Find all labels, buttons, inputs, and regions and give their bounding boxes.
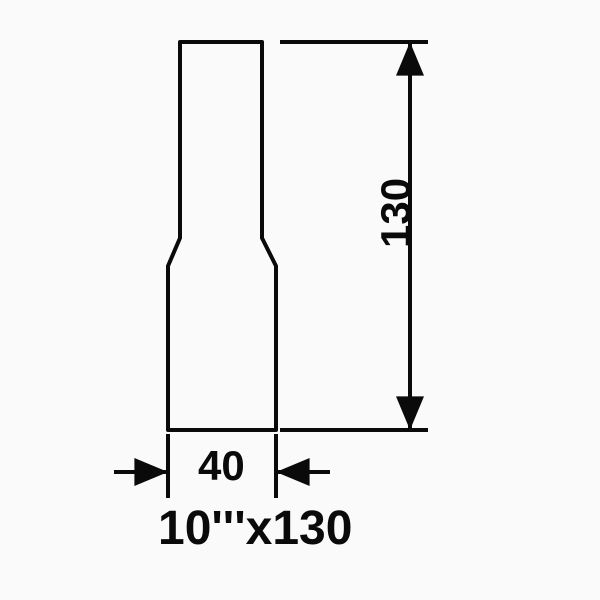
width-arrow-left — [134, 458, 168, 486]
width-label: 40 — [198, 442, 245, 490]
height-label: 130 — [372, 178, 420, 248]
part-outline — [168, 42, 276, 430]
drawing-title: 10'''x130 — [158, 501, 352, 556]
height-arrow-bottom — [396, 396, 424, 430]
width-arrow-right — [276, 458, 310, 486]
height-arrow-top — [396, 42, 424, 76]
